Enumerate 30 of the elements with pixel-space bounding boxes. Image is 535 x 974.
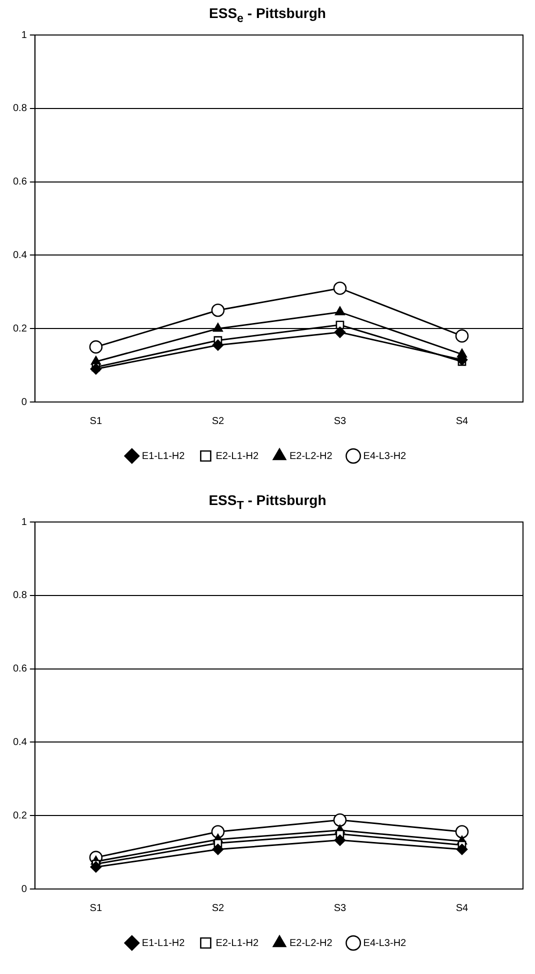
y-tick-label: 1: [21, 30, 28, 41]
legend-label: E1-L1-H2: [142, 938, 186, 949]
legend-label: E4-L3-H2: [363, 450, 407, 462]
legend-label: E2-L2-H2: [290, 450, 333, 462]
y-tick-label: 0.4: [12, 736, 28, 748]
y-tick-label: 0.8: [12, 103, 28, 114]
y-tick-label: 0.6: [12, 664, 28, 675]
y-tick-label: 0.6: [12, 176, 28, 188]
x-tick-label: S2: [212, 902, 224, 914]
chart-title: ESS$_{T}$ - Pittsburgh: [208, 492, 328, 512]
legend-label: E2-L2-H2: [290, 938, 333, 949]
y-tick-label: 0.2: [12, 323, 28, 334]
y-tick-label: 0: [21, 884, 28, 895]
y-tick-label: 0.8: [12, 590, 28, 602]
y-tick-label: 0: [21, 396, 28, 408]
y-tick-label: 0.2: [12, 810, 28, 822]
x-tick-label: S4: [456, 416, 469, 427]
x-tick-label: S1: [90, 416, 102, 427]
legend-label: E4-L3-H2: [363, 938, 407, 949]
legend-label: E1-L1-H2: [142, 450, 186, 462]
x-tick-label: S3: [334, 902, 347, 914]
x-tick-label: S2: [212, 416, 224, 427]
legend-label: E2-L1-H2: [216, 450, 259, 462]
x-tick-label: S3: [334, 416, 347, 427]
chart-title: ESS$_{e}$ - Pittsburgh: [208, 5, 327, 25]
legend-label: E2-L1-H2: [216, 938, 259, 949]
x-tick-label: S4: [456, 902, 469, 914]
y-tick-label: 0.4: [12, 250, 28, 261]
x-tick-label: S1: [90, 902, 102, 914]
y-tick-label: 1: [21, 516, 28, 528]
